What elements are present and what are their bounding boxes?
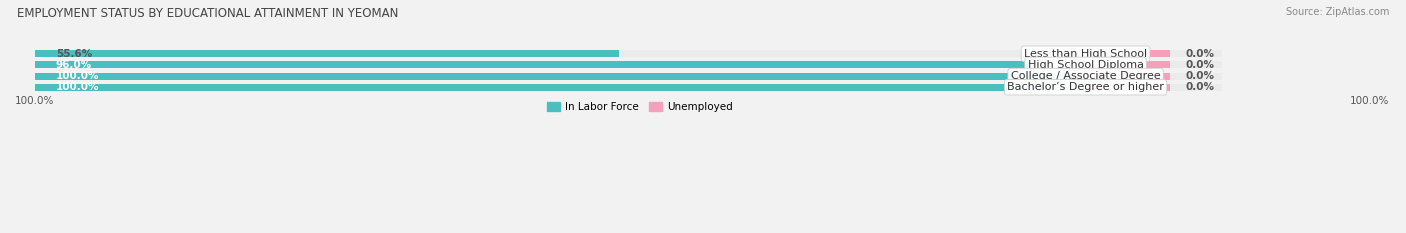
- Bar: [35, 73, 1085, 79]
- Text: Source: ZipAtlas.com: Source: ZipAtlas.com: [1285, 7, 1389, 17]
- Text: 100.0%: 100.0%: [56, 71, 100, 81]
- Text: 100.0%: 100.0%: [56, 82, 100, 92]
- Text: 0.0%: 0.0%: [1185, 71, 1215, 81]
- Text: Bachelor’s Degree or higher: Bachelor’s Degree or higher: [1007, 82, 1164, 92]
- Text: 96.0%: 96.0%: [56, 60, 91, 70]
- Bar: [35, 50, 619, 57]
- Bar: [1085, 62, 1170, 68]
- Bar: [1085, 73, 1170, 79]
- Bar: [1085, 84, 1170, 91]
- Legend: In Labor Force, Unemployed: In Labor Force, Unemployed: [543, 98, 737, 116]
- Text: 0.0%: 0.0%: [1185, 49, 1215, 59]
- Bar: [35, 73, 1222, 79]
- Text: 0.0%: 0.0%: [1185, 60, 1215, 70]
- Bar: [35, 84, 1222, 91]
- Bar: [35, 50, 1222, 57]
- Bar: [35, 84, 1085, 91]
- Text: EMPLOYMENT STATUS BY EDUCATIONAL ATTAINMENT IN YEOMAN: EMPLOYMENT STATUS BY EDUCATIONAL ATTAINM…: [17, 7, 398, 20]
- Text: 55.6%: 55.6%: [56, 49, 91, 59]
- Text: High School Diploma: High School Diploma: [1028, 60, 1143, 70]
- Bar: [35, 62, 1222, 68]
- Text: College / Associate Degree: College / Associate Degree: [1011, 71, 1160, 81]
- Bar: [1085, 50, 1170, 57]
- Text: Less than High School: Less than High School: [1024, 49, 1147, 59]
- Text: 0.0%: 0.0%: [1185, 82, 1215, 92]
- Bar: [35, 62, 1043, 68]
